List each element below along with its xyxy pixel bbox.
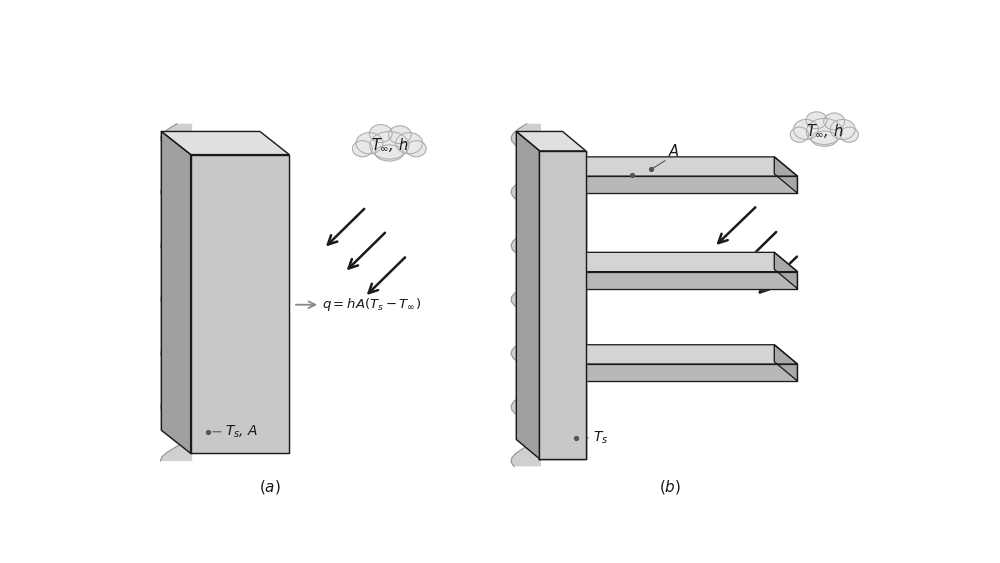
Text: $A$: $A$ [668,143,680,159]
Ellipse shape [824,113,845,130]
Polygon shape [511,124,541,466]
Polygon shape [516,132,586,151]
Ellipse shape [830,119,855,140]
Polygon shape [586,176,797,193]
Polygon shape [160,124,192,461]
Text: $T_s$, $A$: $T_s$, $A$ [225,423,259,440]
Ellipse shape [806,118,842,145]
Ellipse shape [369,124,392,142]
Text: $(a)$: $(a)$ [259,478,281,496]
Polygon shape [563,157,797,176]
Polygon shape [161,132,191,453]
Ellipse shape [396,133,423,154]
Polygon shape [586,364,797,381]
Polygon shape [563,345,797,364]
Text: $(b)$: $(b)$ [659,478,681,496]
Polygon shape [539,151,586,459]
Ellipse shape [389,126,411,144]
Ellipse shape [375,145,403,161]
Text: $T_\infty$, $h$: $T_\infty$, $h$ [806,123,843,140]
Polygon shape [539,151,586,459]
Polygon shape [774,252,797,289]
Ellipse shape [811,131,837,146]
Ellipse shape [840,127,858,142]
Polygon shape [774,345,797,381]
Polygon shape [191,155,289,453]
Polygon shape [563,252,797,271]
Polygon shape [586,271,797,289]
Polygon shape [161,132,289,155]
Ellipse shape [370,132,409,159]
Text: $T_s$: $T_s$ [593,430,608,446]
Text: $q = hA(T_s - T_\infty)$: $q = hA(T_s - T_\infty)$ [322,296,421,313]
Ellipse shape [352,141,372,157]
Ellipse shape [806,112,827,129]
Ellipse shape [406,141,426,157]
Polygon shape [516,132,539,459]
Ellipse shape [794,119,818,140]
Polygon shape [774,157,797,193]
Text: $T_\infty$, $h$: $T_\infty$, $h$ [371,137,408,154]
Ellipse shape [790,127,809,142]
Ellipse shape [356,133,383,154]
